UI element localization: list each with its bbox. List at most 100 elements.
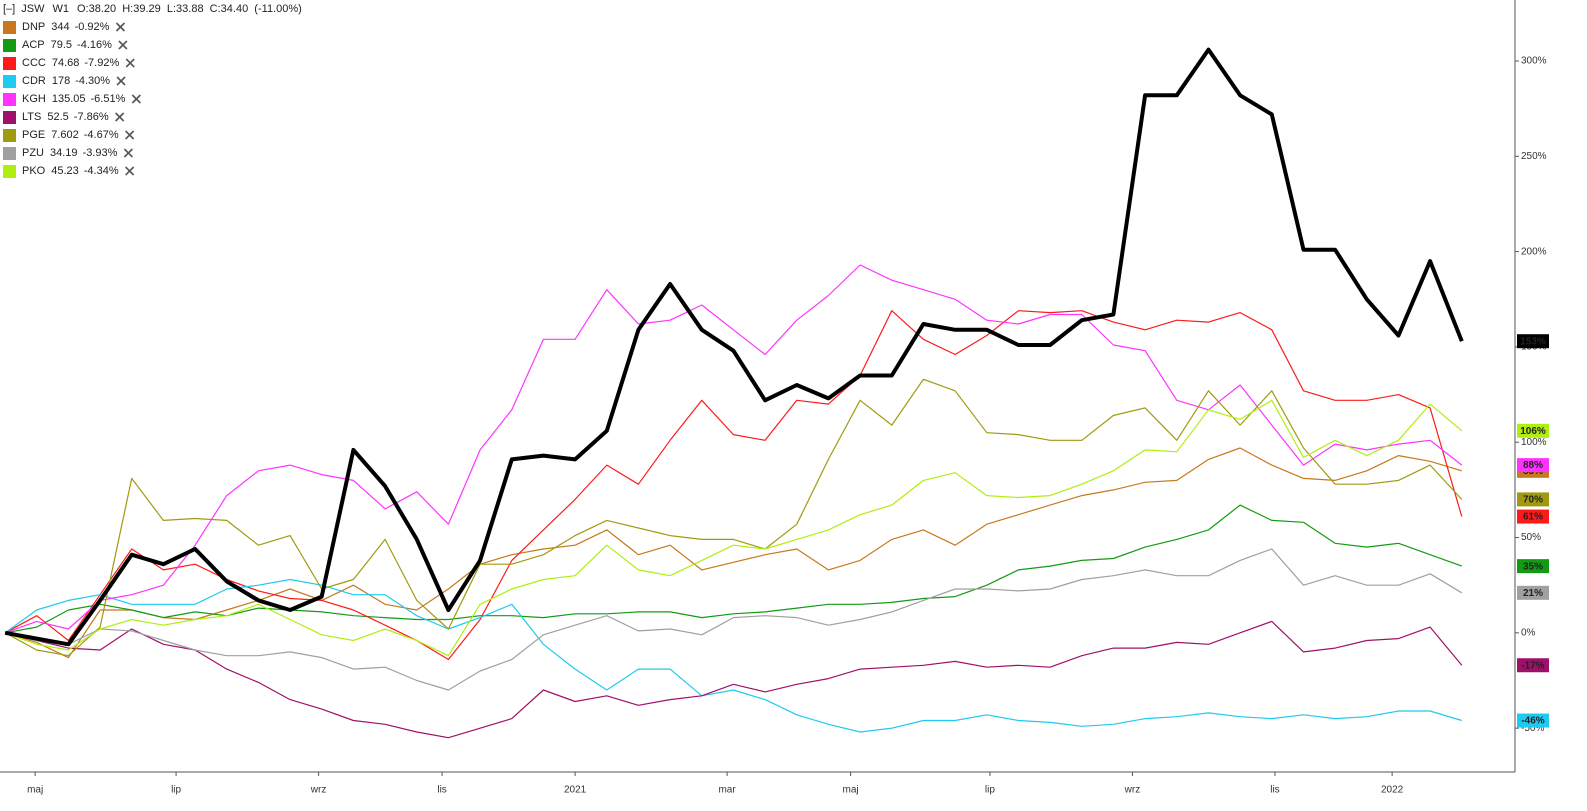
- legend-entry: CDR 178 -4.30%: [3, 75, 126, 88]
- y-tick-label: 50%: [1521, 532, 1541, 543]
- y-tick-label: 300%: [1521, 56, 1547, 67]
- legend-change: -4.16%: [77, 39, 112, 51]
- legend-price: 34.19: [50, 147, 78, 159]
- end-badge: 153%: [1517, 334, 1549, 349]
- legend-swatch: [3, 39, 16, 52]
- series-line: [4, 620, 1463, 739]
- legend-entry: PKO 45.23 -4.34%: [3, 165, 135, 178]
- legend-price: 178: [52, 75, 70, 87]
- end-badge: 61%: [1517, 509, 1549, 524]
- legend-entry: CCC 74.68 -7.92%: [3, 57, 135, 70]
- legend-change: -4.34%: [84, 165, 119, 177]
- legend-name: CDR: [22, 75, 46, 87]
- legend-swatch: [3, 21, 16, 34]
- legend-text: PGE 7.602 -4.67%: [22, 129, 119, 141]
- legend-change: -4.30%: [75, 75, 110, 87]
- remove-series-button[interactable]: [115, 112, 125, 122]
- remove-series-button[interactable]: [131, 94, 141, 104]
- x-tick-label: wrz: [310, 785, 327, 796]
- end-badge-label: 35%: [1523, 561, 1543, 572]
- series-line: [4, 504, 1463, 634]
- legend-text: KGH 135.05 -6.51%: [22, 93, 126, 105]
- end-badge-box: [1517, 658, 1549, 673]
- remove-series-button[interactable]: [125, 166, 135, 176]
- interval: W1: [52, 3, 69, 15]
- legend-swatch: [3, 165, 16, 178]
- x-tick-label: wrz: [1124, 785, 1141, 796]
- legend-swatch: [3, 57, 16, 70]
- remove-icon-stroke: [115, 22, 126, 32]
- end-badge-label: 21%: [1523, 588, 1543, 599]
- end-badge-box: [1517, 509, 1549, 524]
- remove-icon-stroke: [125, 58, 135, 68]
- legend-swatch: [3, 147, 16, 160]
- remove-series-button[interactable]: [123, 148, 133, 158]
- series-line: [4, 447, 1462, 659]
- legend-entry: DNP 344 -0.92%: [3, 21, 126, 34]
- y-tick-label: 0%: [1521, 627, 1536, 638]
- end-badge-label: 61%: [1523, 512, 1543, 523]
- end-badge-box: [1517, 334, 1549, 349]
- remove-icon-stroke: [131, 94, 141, 104]
- ohlc: O:38.20 H:39.29 L:33.88 C:34.40 (-11.00%…: [77, 3, 302, 15]
- legend-entry: LTS 52.5 -7.86%: [3, 111, 125, 124]
- remove-series-button[interactable]: [115, 22, 126, 32]
- legend-name: ACP: [22, 39, 45, 51]
- remove-icon-stroke: [123, 148, 133, 158]
- x-tick-label: lis: [437, 785, 446, 796]
- symbol: JSW: [21, 3, 45, 15]
- legend-price: 45.23: [51, 165, 79, 177]
- end-badge-box: [1517, 458, 1549, 473]
- remove-icon-stroke: [125, 130, 135, 140]
- legend-entry: KGH 135.05 -6.51%: [3, 93, 141, 106]
- x-tick-label: lip: [171, 785, 181, 796]
- series-line: [4, 399, 1463, 657]
- legend-price: 52.5: [47, 111, 68, 123]
- legend-swatch: [3, 129, 16, 142]
- legend-swatch: [3, 75, 16, 88]
- legend-text: CDR 178 -4.30%: [22, 75, 110, 87]
- legend-text: ACP 79.5 -4.16%: [22, 39, 112, 51]
- remove-series-button[interactable]: [125, 58, 135, 68]
- legend-entry: PGE 7.602 -4.67%: [3, 129, 135, 142]
- series-line: [4, 310, 1463, 661]
- remove-icon-stroke: [116, 76, 126, 86]
- legend-name: PKO: [22, 165, 46, 177]
- legend-name: LTS: [22, 111, 41, 123]
- end-badge-box: [1517, 423, 1549, 438]
- collapse-toggle[interactable]: [–]: [3, 3, 15, 15]
- remove-series-button[interactable]: [118, 40, 128, 50]
- x-tick-label: maj: [843, 785, 859, 796]
- end-badge-box: [1517, 585, 1549, 600]
- series-line: [4, 548, 1463, 691]
- end-badge: -17%: [1517, 658, 1549, 673]
- end-badge-label: -46%: [1521, 716, 1544, 727]
- legend-price: 79.5: [51, 39, 72, 51]
- chart-header: [–] JSW W1 O:38.20 H:39.29 L:33.88 C:34.40 …: [3, 3, 302, 15]
- remove-series-button[interactable]: [125, 130, 135, 140]
- end-badge-label: 70%: [1523, 495, 1543, 506]
- end-badge-label: -17%: [1521, 660, 1544, 671]
- y-tick-label: 200%: [1521, 246, 1547, 257]
- end-badge: -46%: [1517, 713, 1549, 728]
- end-badge-box: [1517, 559, 1549, 574]
- legend-text: CCC 74.68 -7.92%: [22, 57, 119, 69]
- x-tick-label: maj: [27, 785, 43, 796]
- legend-text: PZU 34.19 -3.93%: [22, 147, 118, 159]
- legend-price: 135.05: [52, 93, 86, 105]
- legend-name: PGE: [22, 129, 45, 141]
- remove-icon-stroke: [118, 40, 128, 50]
- legend-price: 7.602: [51, 129, 79, 141]
- x-tick-label: 2022: [1381, 785, 1404, 796]
- remove-series-button[interactable]: [116, 76, 126, 86]
- end-badge-label: 106%: [1520, 426, 1546, 437]
- x-tick-label: lis: [1270, 785, 1279, 796]
- x-tick-label: lip: [985, 785, 995, 796]
- legend-swatch: [3, 111, 16, 124]
- legend-change: -6.51%: [91, 93, 126, 105]
- legend-text: DNP 344 -0.92%: [22, 21, 110, 33]
- legend-name: DNP: [22, 21, 45, 33]
- legend-swatch: [3, 93, 16, 106]
- y-tick-label: 100%: [1521, 437, 1547, 448]
